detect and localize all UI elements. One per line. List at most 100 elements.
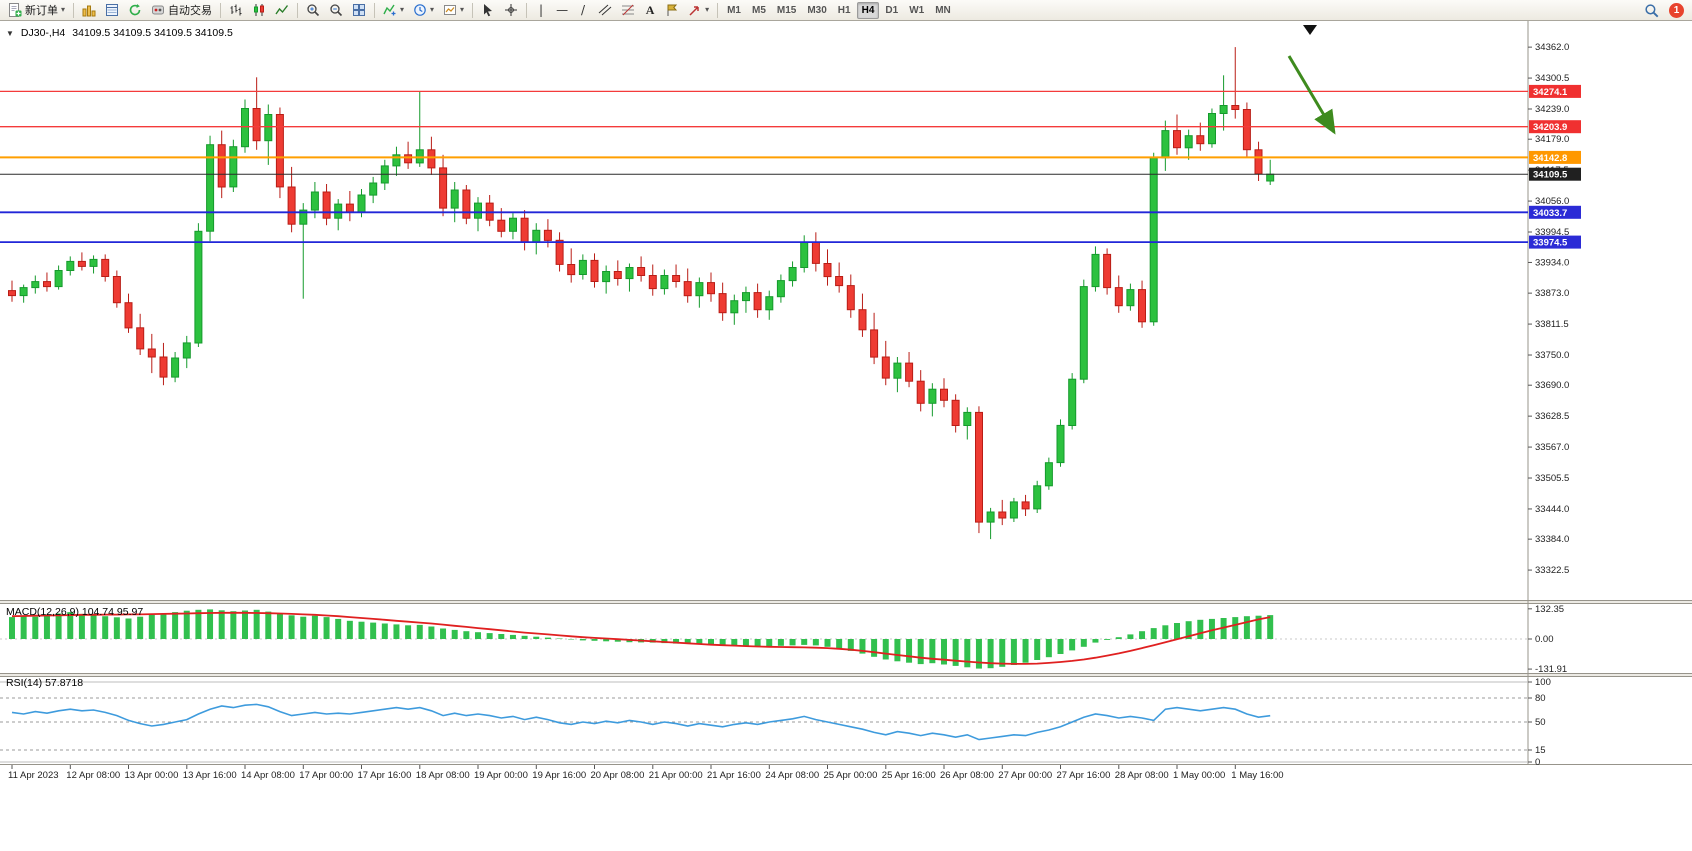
zoom-out-icon: [330, 4, 343, 17]
refresh-button[interactable]: [124, 1, 146, 19]
svg-text:33994.5: 33994.5: [1535, 227, 1569, 238]
zoom-in-button[interactable]: [302, 1, 324, 19]
search-button[interactable]: [1640, 1, 1663, 19]
svg-text:17 Apr 16:00: 17 Apr 16:00: [358, 770, 412, 781]
main-toolbar: 新订单 ▾ 自动交易 ▾ ▾ ▾: [0, 0, 1692, 21]
timeframe-m30[interactable]: M30: [802, 2, 831, 19]
auto-trading-button[interactable]: 自动交易: [147, 1, 216, 19]
horizontal-level-lines[interactable]: [0, 90, 1528, 244]
svg-text:0.00: 0.00: [1535, 634, 1554, 645]
svg-text:33628.5: 33628.5: [1535, 411, 1569, 422]
price-tag: [1529, 150, 1581, 164]
timeframe-w1[interactable]: W1: [904, 2, 929, 19]
bar-chart-button[interactable]: [225, 1, 247, 19]
svg-text:34033.7: 34033.7: [1533, 208, 1567, 219]
svg-text:33505.5: 33505.5: [1535, 473, 1569, 484]
cursor-icon: [484, 4, 493, 17]
dropdown-arrow-icon: ▾: [400, 5, 405, 14]
price-tags[interactable]: 34274.1 34203.9 34142.8 34109.5 34033.7 33974…: [1529, 84, 1581, 249]
trend-arrow[interactable]: [1287, 55, 1336, 135]
svg-text:33811.5: 33811.5: [1535, 319, 1569, 330]
arrow-object-icon: [689, 6, 699, 16]
charts-button[interactable]: [78, 1, 100, 19]
fibonacci-button[interactable]: [617, 1, 639, 19]
timeframe-d1[interactable]: D1: [880, 2, 903, 19]
timeframe-m5[interactable]: M5: [747, 2, 771, 19]
candlestick-chart-button[interactable]: [248, 1, 270, 19]
toolbar-separator: [717, 2, 719, 18]
indicators-button[interactable]: ▾: [379, 1, 408, 19]
notification-badge[interactable]: 1: [1669, 2, 1684, 18]
dropdown-arrow-icon: ▾: [61, 5, 66, 14]
tile-windows-button[interactable]: [348, 1, 370, 19]
timeframe-m1[interactable]: M1: [722, 2, 746, 19]
channel-button[interactable]: [594, 1, 616, 19]
label-tool-button[interactable]: [661, 1, 683, 19]
svg-text:21 Apr 00:00: 21 Apr 00:00: [649, 770, 703, 781]
toolbar-separator: [297, 2, 299, 18]
svg-text:28 Apr 08:00: 28 Apr 08:00: [1115, 770, 1169, 781]
price-tag: [1529, 84, 1581, 98]
svg-text:1 May 16:00: 1 May 16:00: [1231, 770, 1283, 781]
svg-text:13 Apr 16:00: 13 Apr 16:00: [183, 770, 237, 781]
toolbar-separator: [220, 2, 222, 18]
zoom-out-button[interactable]: [325, 1, 347, 19]
period-clock-button[interactable]: ▾: [409, 1, 438, 19]
crosshair-button[interactable]: [500, 1, 522, 19]
cursor-button[interactable]: [477, 1, 499, 19]
templates-button[interactable]: ▾: [439, 1, 468, 19]
zoom-in-icon: [307, 4, 320, 17]
svg-text:26 Apr 08:00: 26 Apr 08:00: [940, 770, 994, 781]
top-marker-icon[interactable]: [1303, 25, 1317, 35]
chart-symbol-period: DJ30-,H4: [20, 27, 66, 39]
candles: [8, 47, 1275, 540]
market-watch-button[interactable]: [101, 1, 123, 19]
horizontal-line-button[interactable]: —: [552, 1, 572, 19]
trendline-button[interactable]: /: [573, 1, 593, 19]
charts-icon: [82, 5, 96, 17]
vertical-line-button[interactable]: |: [531, 1, 551, 19]
dropdown-arrow-icon: ▾: [705, 5, 710, 14]
svg-text:18 Apr 08:00: 18 Apr 08:00: [416, 770, 470, 781]
collapse-arrow-icon[interactable]: ▼: [6, 28, 14, 38]
macd-label: MACD(12,26,9) 104.74 95.97: [6, 606, 144, 618]
candlestick-chart-icon: [254, 4, 265, 16]
svg-text:15: 15: [1535, 745, 1546, 756]
toolbar-separator: [374, 2, 376, 18]
line-chart-button[interactable]: [271, 1, 293, 19]
svg-text:80: 80: [1535, 693, 1546, 704]
line-chart-icon: [275, 5, 289, 15]
arrow-objects-button[interactable]: ▾: [684, 1, 713, 19]
label-flag-icon: [667, 4, 678, 16]
svg-text:100: 100: [1535, 677, 1551, 688]
horizontal-line-icon: —: [556, 3, 569, 17]
svg-text:25 Apr 00:00: 25 Apr 00:00: [824, 770, 878, 781]
timeframe-mn[interactable]: MN: [930, 2, 956, 19]
timeframe-h1[interactable]: H1: [833, 2, 856, 19]
timeframe-m15[interactable]: M15: [772, 2, 801, 19]
svg-text:34300.5: 34300.5: [1535, 73, 1569, 84]
svg-text:17 Apr 00:00: 17 Apr 00:00: [299, 770, 353, 781]
text-tool-button[interactable]: A: [640, 1, 660, 19]
timeframe-h4[interactable]: H4: [856, 1, 880, 19]
macd-panel: 132.35 0.00 -131.91: [0, 604, 1567, 675]
refresh-icon: [129, 4, 141, 16]
new-order-icon: [9, 3, 22, 17]
svg-text:34239.0: 34239.0: [1535, 104, 1569, 115]
svg-text:27 Apr 16:00: 27 Apr 16:00: [1057, 770, 1111, 781]
svg-text:0: 0: [1535, 757, 1540, 768]
svg-text:20 Apr 08:00: 20 Apr 08:00: [591, 770, 645, 781]
timeframe-group: M1 M5 M15 M30 H1 H4 D1 W1 MN: [722, 1, 956, 19]
annotations[interactable]: [1287, 25, 1336, 135]
search-icon: [1645, 3, 1659, 17]
new-order-button[interactable]: 新订单 ▾: [4, 1, 69, 19]
svg-text:34179.0: 34179.0: [1535, 134, 1569, 145]
svg-text:34362.0: 34362.0: [1535, 42, 1569, 53]
time-axis: 11 Apr 2023 12 Apr 08:00 13 Apr 00:00 13 Ap…: [8, 765, 1284, 781]
tile-windows-icon: [353, 4, 366, 16]
chart-ohlc: 34109.5 34109.5 34109.5 34109.5: [72, 27, 233, 39]
svg-text:11 Apr 2023: 11 Apr 2023: [8, 770, 59, 781]
svg-text:33690.0: 33690.0: [1535, 380, 1569, 391]
